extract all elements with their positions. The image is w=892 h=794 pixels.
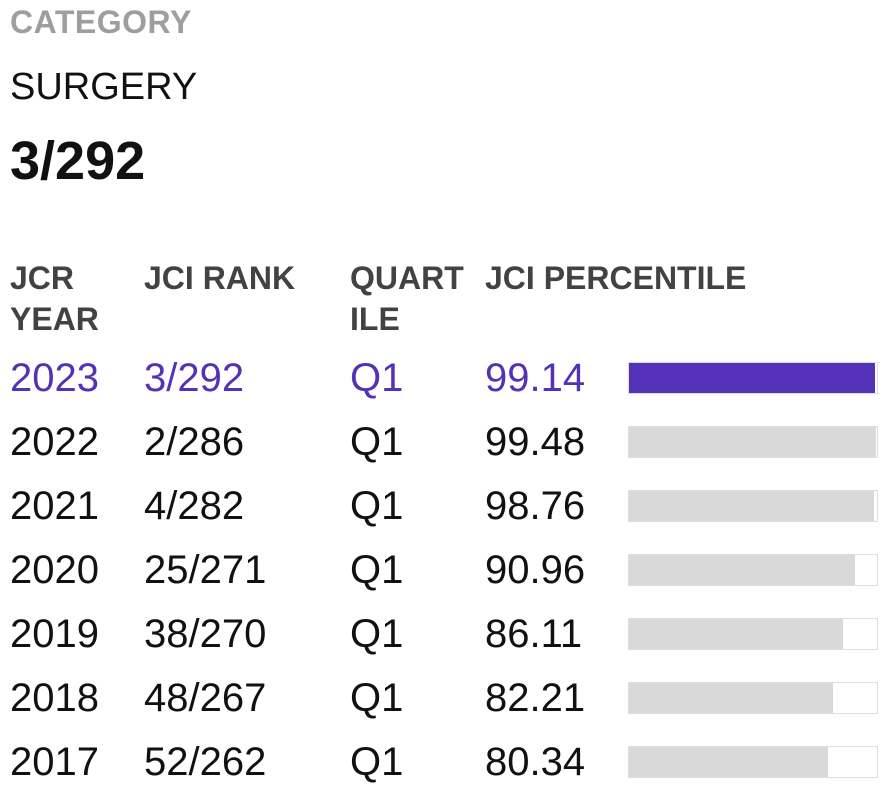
- percentile-cell: 90.96: [485, 548, 586, 592]
- table-row: 2022 2/286 Q1 99.48: [0, 410, 892, 474]
- percentile-bar-fill: [629, 491, 874, 521]
- category-label: CATEGORY: [10, 4, 192, 40]
- rank-cell: 4/282: [144, 484, 245, 528]
- category-name: SURGERY: [10, 66, 198, 108]
- percentile-bar-fill: [629, 747, 829, 777]
- percentile-bar-fill: [629, 619, 843, 649]
- percentile-cell: 98.76: [485, 484, 586, 528]
- rank-cell: 25/271: [144, 548, 267, 592]
- percentile-cell: 82.21: [485, 676, 586, 720]
- percentile-bar: [628, 746, 878, 778]
- year-cell: 2020: [10, 548, 99, 592]
- percentile-bar: [628, 618, 878, 650]
- percentile-bar-fill: [629, 555, 855, 585]
- percentile-bar: [628, 362, 878, 394]
- quartile-cell: Q1: [350, 740, 404, 784]
- percentile-bar: [628, 490, 878, 522]
- rank-cell: 38/270: [144, 612, 267, 656]
- table-row: 2019 38/270 Q1 86.11: [0, 602, 892, 666]
- percentile-cell: 99.14: [485, 356, 586, 400]
- rank-cell: 52/262: [144, 740, 267, 784]
- table-row: 2020 25/271 Q1 90.96: [0, 538, 892, 602]
- year-cell: 2023: [10, 356, 99, 400]
- table-row: 2023 3/292 Q1 99.14: [0, 346, 892, 410]
- table-row: 2021 4/282 Q1 98.76: [0, 474, 892, 538]
- quartile-cell: Q1: [350, 548, 404, 592]
- percentile-bar-fill: [629, 363, 875, 393]
- percentile-bar-fill: [629, 683, 833, 713]
- percentile-bar: [628, 554, 878, 586]
- header-jci-rank: JCI RANK: [144, 260, 296, 296]
- quartile-cell: Q1: [350, 420, 404, 464]
- quartile-cell: Q1: [350, 484, 404, 528]
- quartile-cell: Q1: [350, 356, 404, 400]
- rank-cell: 2/286: [144, 420, 245, 464]
- quartile-cell: Q1: [350, 676, 404, 720]
- year-cell: 2019: [10, 612, 99, 656]
- year-cell: 2022: [10, 420, 99, 464]
- year-cell: 2018: [10, 676, 99, 720]
- percentile-bar: [628, 426, 878, 458]
- quartile-cell: Q1: [350, 612, 404, 656]
- table-row: 2017 52/262 Q1 80.34: [0, 730, 892, 794]
- rank-cell: 3/292: [144, 356, 245, 400]
- table-row: 2018 48/267 Q1 82.21: [0, 666, 892, 730]
- year-cell: 2021: [10, 484, 99, 528]
- percentile-cell: 80.34: [485, 740, 586, 784]
- category-rank: 3/292: [10, 131, 146, 191]
- header-jci-percentile: JCI PERCENTILE: [485, 260, 747, 296]
- percentile-bar-fill: [629, 427, 876, 457]
- percentile-bar: [628, 682, 878, 714]
- header-jcr-year: JCR YEAR: [10, 260, 99, 337]
- percentile-cell: 86.11: [485, 612, 583, 656]
- percentile-cell: 99.48: [485, 420, 586, 464]
- rank-cell: 48/267: [144, 676, 267, 720]
- year-cell: 2017: [10, 740, 99, 784]
- header-quartile: QUARTILE: [350, 260, 464, 337]
